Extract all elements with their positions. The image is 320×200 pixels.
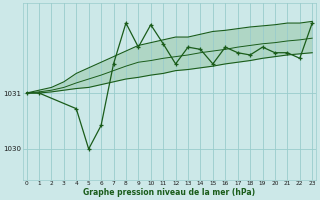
X-axis label: Graphe pression niveau de la mer (hPa): Graphe pression niveau de la mer (hPa) (83, 188, 255, 197)
